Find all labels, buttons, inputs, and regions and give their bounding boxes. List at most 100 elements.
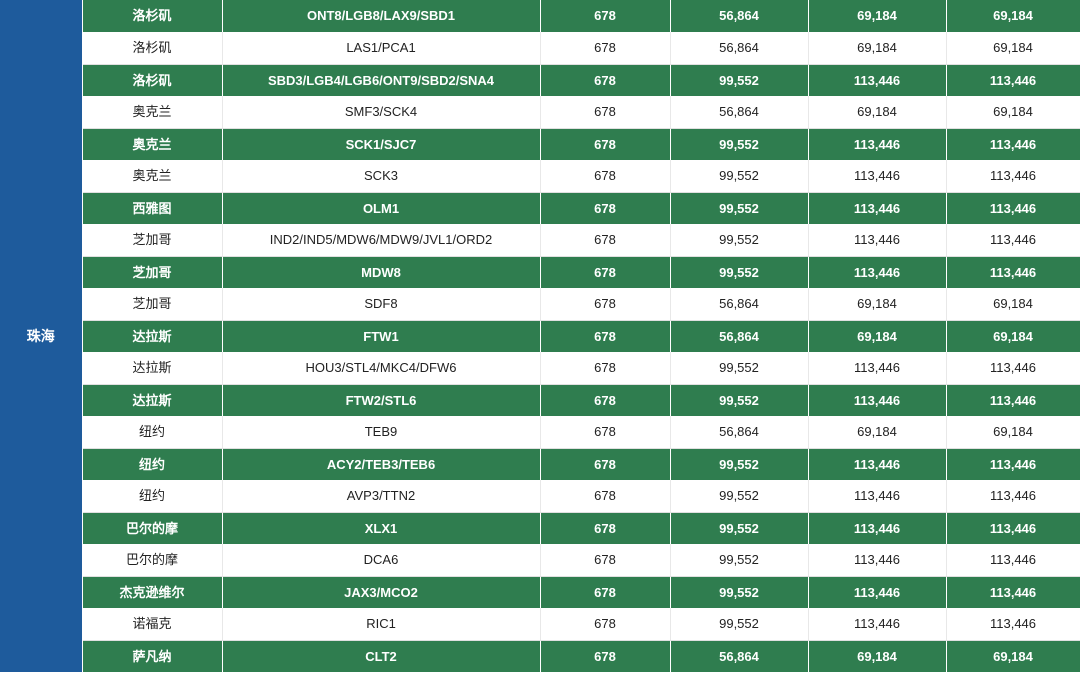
table-row: 达拉斯FTW167856,86469,18469,184 bbox=[0, 320, 1080, 352]
col-a-value: 678 bbox=[540, 256, 670, 288]
col-c-value: 113,446 bbox=[808, 128, 946, 160]
destination-city: 洛杉矶 bbox=[82, 64, 222, 96]
col-a-value: 678 bbox=[540, 160, 670, 192]
table-row: 达拉斯FTW2/STL667899,552113,446113,446 bbox=[0, 384, 1080, 416]
col-a-value: 678 bbox=[540, 224, 670, 256]
col-d-value: 69,184 bbox=[946, 0, 1080, 32]
warehouse-codes: SMF3/SCK4 bbox=[222, 96, 540, 128]
warehouse-codes: CLT2 bbox=[222, 640, 540, 672]
pricing-table: 珠海洛杉矶ONT8/LGB8/LAX9/SBD167856,86469,1846… bbox=[0, 0, 1080, 672]
col-a-value: 678 bbox=[540, 320, 670, 352]
col-d-value: 113,446 bbox=[946, 384, 1080, 416]
warehouse-codes: JAX3/MCO2 bbox=[222, 576, 540, 608]
destination-city: 达拉斯 bbox=[82, 384, 222, 416]
col-b-value: 56,864 bbox=[670, 416, 808, 448]
col-c-value: 113,446 bbox=[808, 544, 946, 576]
destination-city: 达拉斯 bbox=[82, 352, 222, 384]
col-b-value: 99,552 bbox=[670, 352, 808, 384]
destination-city: 萨凡纳 bbox=[82, 640, 222, 672]
table-row: 珠海洛杉矶ONT8/LGB8/LAX9/SBD167856,86469,1846… bbox=[0, 0, 1080, 32]
col-b-value: 99,552 bbox=[670, 64, 808, 96]
warehouse-codes: RIC1 bbox=[222, 608, 540, 640]
warehouse-codes: SBD3/LGB4/LGB6/ONT9/SBD2/SNA4 bbox=[222, 64, 540, 96]
col-b-value: 99,552 bbox=[670, 576, 808, 608]
col-c-value: 69,184 bbox=[808, 32, 946, 64]
col-c-value: 113,446 bbox=[808, 160, 946, 192]
table-row: 奥克兰SCK367899,552113,446113,446 bbox=[0, 160, 1080, 192]
col-d-value: 113,446 bbox=[946, 448, 1080, 480]
table-row: 萨凡纳CLT267856,86469,18469,184 bbox=[0, 640, 1080, 672]
table-row: 洛杉矶LAS1/PCA167856,86469,18469,184 bbox=[0, 32, 1080, 64]
table-row: 芝加哥SDF867856,86469,18469,184 bbox=[0, 288, 1080, 320]
col-a-value: 678 bbox=[540, 512, 670, 544]
origin-label: 珠海 bbox=[0, 0, 82, 672]
col-b-value: 99,552 bbox=[670, 544, 808, 576]
warehouse-codes: ONT8/LGB8/LAX9/SBD1 bbox=[222, 0, 540, 32]
col-b-value: 99,552 bbox=[670, 384, 808, 416]
col-b-value: 99,552 bbox=[670, 512, 808, 544]
col-a-value: 678 bbox=[540, 96, 670, 128]
destination-city: 芝加哥 bbox=[82, 256, 222, 288]
col-b-value: 56,864 bbox=[670, 320, 808, 352]
destination-city: 奥克兰 bbox=[82, 128, 222, 160]
col-d-value: 113,446 bbox=[946, 512, 1080, 544]
warehouse-codes: ACY2/TEB3/TEB6 bbox=[222, 448, 540, 480]
col-d-value: 69,184 bbox=[946, 288, 1080, 320]
destination-city: 纽约 bbox=[82, 448, 222, 480]
col-d-value: 69,184 bbox=[946, 32, 1080, 64]
col-a-value: 678 bbox=[540, 192, 670, 224]
col-c-value: 69,184 bbox=[808, 320, 946, 352]
col-a-value: 678 bbox=[540, 128, 670, 160]
col-b-value: 99,552 bbox=[670, 192, 808, 224]
destination-city: 诺福克 bbox=[82, 608, 222, 640]
col-a-value: 678 bbox=[540, 32, 670, 64]
col-c-value: 69,184 bbox=[808, 0, 946, 32]
warehouse-codes: XLX1 bbox=[222, 512, 540, 544]
warehouse-codes: DCA6 bbox=[222, 544, 540, 576]
col-c-value: 113,446 bbox=[808, 224, 946, 256]
col-a-value: 678 bbox=[540, 544, 670, 576]
destination-city: 芝加哥 bbox=[82, 224, 222, 256]
destination-city: 奥克兰 bbox=[82, 96, 222, 128]
col-a-value: 678 bbox=[540, 384, 670, 416]
col-d-value: 113,446 bbox=[946, 256, 1080, 288]
table-row: 纽约AVP3/TTN267899,552113,446113,446 bbox=[0, 480, 1080, 512]
warehouse-codes: TEB9 bbox=[222, 416, 540, 448]
warehouse-codes: SDF8 bbox=[222, 288, 540, 320]
col-c-value: 113,446 bbox=[808, 448, 946, 480]
col-d-value: 113,446 bbox=[946, 128, 1080, 160]
col-c-value: 113,446 bbox=[808, 512, 946, 544]
col-b-value: 56,864 bbox=[670, 32, 808, 64]
table-row: 纽约TEB967856,86469,18469,184 bbox=[0, 416, 1080, 448]
col-a-value: 678 bbox=[540, 448, 670, 480]
col-b-value: 99,552 bbox=[670, 608, 808, 640]
col-c-value: 113,446 bbox=[808, 576, 946, 608]
col-d-value: 113,446 bbox=[946, 480, 1080, 512]
warehouse-codes: IND2/IND5/MDW6/MDW9/JVL1/ORD2 bbox=[222, 224, 540, 256]
col-b-value: 99,552 bbox=[670, 128, 808, 160]
col-c-value: 113,446 bbox=[808, 64, 946, 96]
col-d-value: 113,446 bbox=[946, 64, 1080, 96]
warehouse-codes: OLM1 bbox=[222, 192, 540, 224]
warehouse-codes: AVP3/TTN2 bbox=[222, 480, 540, 512]
table-row: 芝加哥IND2/IND5/MDW6/MDW9/JVL1/ORD267899,55… bbox=[0, 224, 1080, 256]
col-c-value: 113,446 bbox=[808, 192, 946, 224]
destination-city: 纽约 bbox=[82, 416, 222, 448]
table-row: 达拉斯HOU3/STL4/MKC4/DFW667899,552113,44611… bbox=[0, 352, 1080, 384]
col-b-value: 56,864 bbox=[670, 640, 808, 672]
col-b-value: 56,864 bbox=[670, 96, 808, 128]
col-b-value: 99,552 bbox=[670, 160, 808, 192]
col-c-value: 69,184 bbox=[808, 640, 946, 672]
col-a-value: 678 bbox=[540, 608, 670, 640]
warehouse-codes: FTW1 bbox=[222, 320, 540, 352]
col-a-value: 678 bbox=[540, 480, 670, 512]
table-row: 洛杉矶SBD3/LGB4/LGB6/ONT9/SBD2/SNA467899,55… bbox=[0, 64, 1080, 96]
col-a-value: 678 bbox=[540, 0, 670, 32]
table-row: 巴尔的摩XLX167899,552113,446113,446 bbox=[0, 512, 1080, 544]
destination-city: 杰克逊维尔 bbox=[82, 576, 222, 608]
table-row: 杰克逊维尔JAX3/MCO267899,552113,446113,446 bbox=[0, 576, 1080, 608]
table-row: 诺福克RIC167899,552113,446113,446 bbox=[0, 608, 1080, 640]
col-c-value: 113,446 bbox=[808, 480, 946, 512]
destination-city: 洛杉矶 bbox=[82, 32, 222, 64]
col-d-value: 113,446 bbox=[946, 192, 1080, 224]
